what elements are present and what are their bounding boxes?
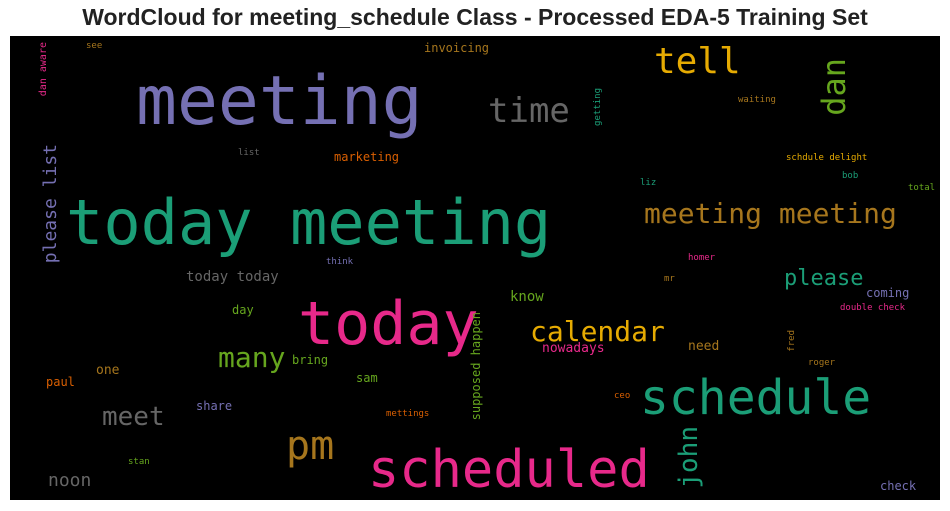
word-total: total: [908, 183, 936, 193]
word-double-check: double check: [840, 303, 906, 313]
word-paul: paul: [46, 375, 75, 389]
word-one: one: [96, 363, 120, 378]
word-marketing: marketing: [334, 150, 400, 164]
word-noon: noon: [48, 470, 92, 491]
word-homer: homer: [688, 253, 716, 263]
word-bring: bring: [292, 353, 329, 367]
word-today: today: [298, 289, 479, 359]
word-pm: pm: [286, 423, 335, 469]
word-roger: roger: [808, 358, 836, 368]
word-dan-aware: dan aware: [38, 42, 49, 97]
word-list: list: [238, 148, 260, 158]
word-coming: coming: [866, 286, 910, 300]
word-please-list: please list: [40, 144, 61, 264]
word-fred: fred: [787, 330, 797, 352]
word-invoicing: invoicing: [424, 41, 490, 55]
word-meeting: meeting: [136, 62, 423, 141]
word-calendar: calendar: [530, 315, 665, 348]
word-meet: meet: [102, 402, 165, 432]
word-supposed-happen: supposed happen: [469, 312, 483, 421]
word-see: see: [86, 41, 103, 51]
word-nowadays: nowadays: [542, 341, 605, 356]
word-ceo: ceo: [614, 391, 631, 401]
word-john: john: [674, 426, 704, 489]
word-liz: liz: [640, 178, 657, 188]
word-think: think: [326, 257, 354, 267]
word-dan: dan: [815, 58, 853, 116]
word-today-today: today today: [186, 269, 279, 285]
word-cloud: meeting today meeting today scheduled sc…: [10, 36, 940, 500]
word-need: need: [688, 339, 720, 354]
word-schedule: schedule: [640, 370, 872, 426]
word-getting: getting: [593, 88, 603, 126]
word-please: please: [784, 266, 864, 291]
chart-title: WordCloud for meeting_schedule Class - P…: [82, 4, 868, 30]
word-share: share: [196, 399, 233, 413]
word-mettings: mettings: [386, 409, 430, 419]
word-many: many: [218, 341, 286, 374]
word-day: day: [232, 303, 254, 317]
word-scheduled: scheduled: [368, 440, 650, 500]
word-bob: bob: [842, 171, 859, 181]
word-stan: stan: [128, 457, 150, 467]
word-mr: mr: [664, 274, 675, 284]
word-know: know: [510, 289, 544, 305]
word-meeting-meeting: meeting meeting: [644, 197, 897, 230]
word-tell: tell: [654, 41, 741, 82]
word-today-meeting: today meeting: [66, 186, 552, 259]
word-check: check: [880, 479, 917, 493]
word-sam: sam: [356, 371, 378, 385]
word-waiting: waiting: [738, 95, 776, 105]
word-schdule-delight: schdule delight: [786, 153, 868, 163]
word-time: time: [488, 91, 570, 131]
